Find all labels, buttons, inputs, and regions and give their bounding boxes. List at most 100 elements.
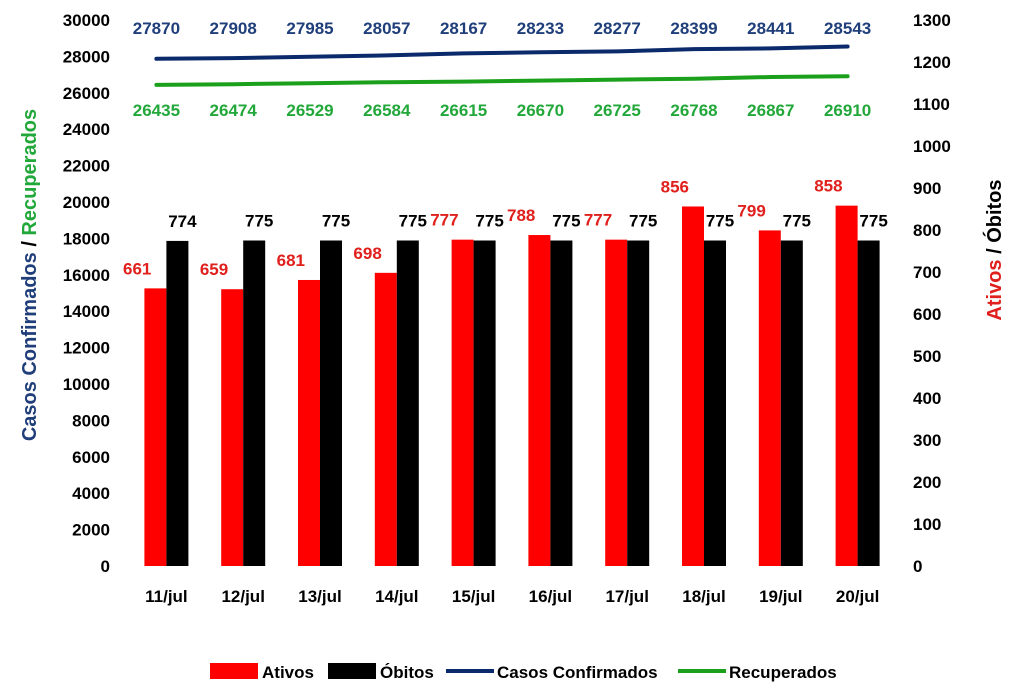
right-axis-title-part1: Ativos (984, 259, 1006, 320)
right-tick-label: 100 (913, 515, 941, 534)
data-label--bitos: 774 (168, 212, 197, 231)
left-axis-title-separator: / (19, 236, 41, 253)
left-axis-title-part1: Casos Confirmados (19, 252, 41, 441)
right-axis-title: Ativos / Óbitos (982, 179, 1006, 320)
legend-item-recuperados: Recuperados (678, 663, 837, 682)
right-tick-label: 200 (913, 473, 941, 492)
data-label-casos-confirmados: 28233 (517, 19, 564, 38)
left-tick-label: 22000 (63, 157, 110, 176)
data-label-ativos: 777 (584, 211, 612, 230)
right-tick-label: 700 (913, 263, 941, 282)
right-tick-label: 1100 (913, 95, 950, 114)
data-label-ativos: 659 (200, 260, 228, 279)
left-tick-label: 18000 (63, 229, 110, 248)
bar--bitos (550, 240, 573, 566)
left-tick-label: 12000 (63, 339, 110, 358)
data-label-recuperados: 26474 (210, 101, 258, 120)
data-label--bitos: 775 (552, 212, 580, 231)
legend-item-obitos: Óbitos (328, 663, 434, 682)
data-label--bitos: 775 (245, 212, 273, 231)
data-label--bitos: 775 (399, 212, 427, 231)
data-label-ativos: 698 (353, 244, 381, 263)
data-label-ativos: 858 (814, 177, 842, 196)
bar--bitos (857, 240, 880, 566)
data-label-casos-confirmados: 27870 (133, 19, 180, 38)
bar--bitos (473, 240, 496, 566)
bar-ativos (682, 206, 704, 567)
x-axis-ticks: 11/jul 12/jul 13/jul 14/jul 15/jul 16/jul 17/j… (145, 587, 879, 606)
data-label-recuperados: 26529 (286, 101, 333, 120)
data-label-ativos: 681 (277, 251, 305, 270)
left-tick-label: 14000 (63, 302, 110, 321)
data-label--bitos: 775 (859, 212, 887, 231)
bar-ativos (374, 272, 397, 566)
line-casos-confirmados (154, 44, 850, 61)
bar--bitos (396, 240, 419, 566)
data-label-recuperados: 26435 (133, 101, 180, 120)
x-tick-label: 13/jul (298, 587, 341, 606)
x-tick-label: 15/jul (452, 587, 495, 606)
left-axis-ticks: 0 2000 4000 6000 8000 10000 12000 14000 16000 180… (63, 11, 110, 576)
data-label-ativos: 661 (123, 259, 151, 278)
legend-item-ativos: Ativos (210, 663, 314, 682)
x-tick-label: 12/jul (221, 587, 264, 606)
x-tick-label: 11/jul (145, 587, 188, 606)
bar-ativos (144, 288, 167, 566)
right-axis-title-separator: / (984, 243, 1006, 260)
x-tick-label: 20/jul (836, 587, 879, 606)
bar--bitos (320, 240, 342, 566)
data-label-casos-confirmados: 28399 (670, 19, 717, 38)
data-label-casos-confirmados: 28441 (747, 19, 794, 38)
data-label--bitos: 775 (783, 212, 811, 231)
x-tick-label: 14/jul (375, 587, 418, 606)
data-label--bitos: 775 (322, 212, 350, 231)
left-tick-label: 2000 (72, 521, 110, 540)
legend-label-recuperados: Recuperados (729, 663, 837, 682)
legend: Ativos Óbitos Casos Confirmados Recupera… (210, 663, 837, 682)
data-label-casos-confirmados: 28057 (363, 19, 410, 38)
bar-ativos (298, 279, 320, 566)
data-label-recuperados: 26670 (517, 101, 564, 120)
bar-ativos (528, 235, 551, 567)
left-tick-label: 28000 (63, 47, 110, 66)
bar--bitos (780, 240, 803, 566)
data-label--bitos: 775 (629, 212, 657, 231)
legend-label-obitos: Óbitos (380, 663, 434, 682)
right-tick-label: 500 (913, 347, 941, 366)
left-tick-label: 26000 (63, 84, 110, 103)
bar-ativos (451, 239, 474, 566)
data-label-ativos: 777 (430, 211, 458, 230)
data-label--bitos: 775 (475, 212, 503, 231)
x-tick-label: 19/jul (759, 587, 802, 606)
right-tick-label: 300 (913, 431, 941, 450)
legend-swatch-obitos (328, 663, 376, 679)
data-label-ativos: 799 (737, 201, 765, 220)
left-tick-label: 0 (101, 557, 110, 576)
bar--bitos (166, 240, 189, 567)
data-label-casos-confirmados: 27985 (286, 19, 333, 38)
data-label-ativos: 856 (661, 177, 689, 196)
bar--bitos (704, 240, 726, 566)
right-tick-label: 1200 (913, 53, 951, 72)
right-tick-label: 600 (913, 305, 941, 324)
bars (144, 205, 880, 567)
data-label-recuperados: 26910 (824, 101, 871, 120)
data-label-recuperados: 26768 (670, 101, 717, 120)
legend-item-casos-confirmados: Casos Confirmados (446, 663, 658, 682)
data-label-recuperados: 26584 (363, 101, 411, 120)
legend-label-ativos: Ativos (262, 663, 314, 682)
right-axis-ticks: 0 100 200 300 400 500 600 700 800 900 1000 1100 1200… (913, 11, 951, 576)
data-label-recuperados: 26615 (440, 101, 487, 120)
left-tick-label: 4000 (72, 484, 110, 503)
data-label-casos-confirmados: 27908 (210, 19, 257, 38)
bar--bitos (243, 240, 266, 566)
bar-ativos (835, 205, 858, 566)
data-label-recuperados: 26725 (594, 101, 641, 120)
lines (154, 44, 850, 87)
right-tick-label: 900 (913, 179, 941, 198)
left-axis-title-part2: Recuperados (19, 109, 41, 236)
left-tick-label: 8000 (72, 411, 110, 430)
data-label-casos-confirmados: 28543 (824, 19, 871, 38)
right-axis-title-part2: Óbitos (982, 179, 1006, 242)
